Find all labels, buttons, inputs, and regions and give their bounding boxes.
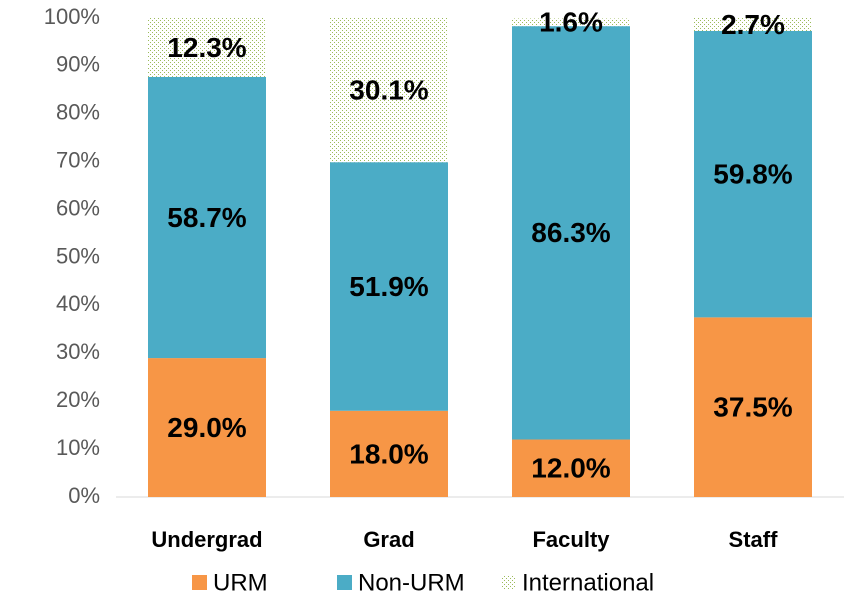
bar-segment xyxy=(330,410,448,497)
legend-label: URM xyxy=(213,569,268,596)
x-tick-label: Undergrad xyxy=(151,527,262,552)
data-label: 29.0% xyxy=(167,412,246,443)
x-tick-label: Faculty xyxy=(532,527,610,552)
bar-segment xyxy=(512,439,630,497)
data-label: 18.0% xyxy=(349,438,428,469)
bar-segment xyxy=(148,18,266,77)
bar-segment xyxy=(694,30,812,318)
y-tick-label: 10% xyxy=(56,435,100,460)
legend-label: International xyxy=(522,569,654,596)
bar-segment xyxy=(148,358,266,497)
legend-label: Non-URM xyxy=(358,569,465,596)
y-tick-label: 40% xyxy=(56,291,100,316)
x-tick-label: Staff xyxy=(729,527,779,552)
y-tick-label: 100% xyxy=(44,4,100,29)
y-tick-label: 60% xyxy=(56,195,100,220)
data-label: 86.3% xyxy=(531,217,610,248)
bar-segment xyxy=(330,162,448,411)
bar-segment xyxy=(148,76,266,359)
x-tick-label: Grad xyxy=(363,527,414,552)
data-label: 58.7% xyxy=(167,202,246,233)
data-label: 12.3% xyxy=(167,32,246,63)
legend-swatch xyxy=(501,575,516,590)
bar-segment xyxy=(512,18,630,27)
y-tick-label: 0% xyxy=(68,483,100,508)
bar-segment xyxy=(694,317,812,497)
y-tick-label: 70% xyxy=(56,148,100,173)
data-label: 51.9% xyxy=(349,271,428,302)
data-label: 1.6% xyxy=(539,7,603,38)
data-label: 59.8% xyxy=(713,159,792,190)
y-tick-label: 80% xyxy=(56,100,100,125)
y-tick-label: 90% xyxy=(56,52,100,77)
data-label: 37.5% xyxy=(713,392,792,423)
bar-segment xyxy=(512,26,630,440)
data-label: 2.7% xyxy=(721,9,785,40)
y-tick-label: 30% xyxy=(56,339,100,364)
data-label: 12.0% xyxy=(531,453,610,484)
legend-swatch xyxy=(337,575,352,590)
data-label: 30.1% xyxy=(349,74,428,105)
y-tick-label: 20% xyxy=(56,387,100,412)
bar-segment xyxy=(330,18,448,163)
bar-segment xyxy=(694,18,812,31)
legend-swatch xyxy=(192,575,207,590)
y-tick-label: 50% xyxy=(56,243,100,268)
